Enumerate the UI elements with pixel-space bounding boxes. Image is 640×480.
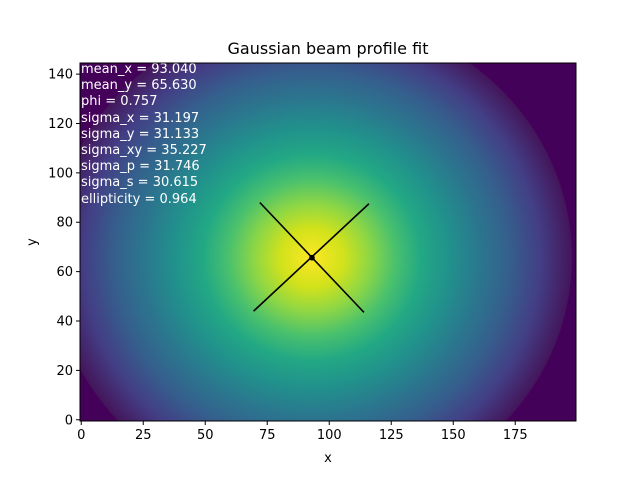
y-tick-label: 120 (48, 117, 73, 132)
fit-parameters: mean_x = 93.040 mean_y = 65.630 phi = 0.… (81, 62, 207, 207)
plot-frame (79, 62, 577, 422)
annotation-sigma-xy: sigma_xy = 35.227 (81, 143, 207, 158)
annotation-sigma-x: sigma_x = 31.197 (81, 111, 199, 126)
plot-area (80, 63, 576, 421)
y-tick-label: 140 (48, 68, 73, 83)
x-tick-label: 125 (379, 428, 404, 443)
x-tick-label: 50 (197, 428, 214, 443)
fit-center-point (309, 254, 315, 261)
y-tick-label: 40 (56, 315, 73, 330)
x-axis: 0 25 50 75 100 125 150 175 (77, 421, 528, 443)
annotation-sigma-s: sigma_s = 30.615 (81, 175, 198, 190)
x-tick-label: 150 (441, 428, 466, 443)
annotation-mean-x: mean_x = 93.040 (81, 62, 197, 77)
y-axis: 0 20 40 60 80 100 120 140 (48, 68, 80, 428)
annotation-phi: phi = 0.757 (81, 94, 157, 109)
beam-intensity (80, 63, 572, 421)
y-tick-label: 80 (56, 216, 73, 231)
annotation-mean-y: mean_y = 65.630 (81, 78, 197, 93)
annotation-sigma-y: sigma_y = 31.133 (81, 127, 199, 142)
y-tick-label: 60 (56, 265, 73, 280)
y-axis-title: y (25, 238, 40, 246)
x-tick-label: 25 (135, 428, 152, 443)
chart-title: Gaussian beam profile fit (228, 39, 429, 58)
x-tick-label: 100 (317, 428, 342, 443)
x-tick-label: 175 (503, 428, 528, 443)
y-tick-label: 0 (65, 413, 73, 428)
x-tick-label: 75 (259, 428, 276, 443)
x-axis-title: x (324, 451, 332, 466)
y-tick-label: 20 (56, 364, 73, 379)
fit-axes (253, 201, 370, 313)
annotation-sigma-p: sigma_p = 31.746 (81, 159, 200, 174)
x-tick-label: 0 (77, 428, 85, 443)
annotation-ellipticity: ellipticity = 0.964 (81, 192, 197, 207)
y-tick-label: 100 (48, 166, 73, 181)
